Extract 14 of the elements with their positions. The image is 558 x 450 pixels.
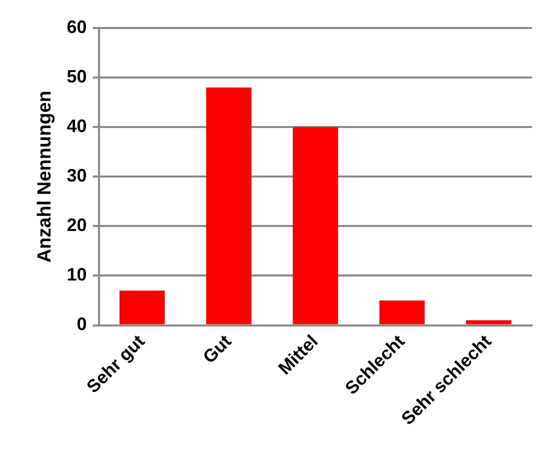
bar bbox=[206, 87, 252, 324]
bar bbox=[379, 300, 425, 324]
bar bbox=[120, 290, 165, 324]
y-axis-title: Anzahl Nennungen bbox=[34, 90, 56, 263]
y-tick-label: 50 bbox=[66, 66, 87, 87]
x-tick-label: Gut bbox=[199, 331, 236, 368]
bar bbox=[466, 320, 512, 324]
y-tick-label: 40 bbox=[66, 116, 87, 136]
y-tick-label: 60 bbox=[66, 16, 87, 37]
bar bbox=[292, 127, 338, 324]
y-tick-label: 10 bbox=[66, 264, 87, 285]
y-tick-label: 0 bbox=[76, 314, 87, 334]
y-tick-label: 30 bbox=[66, 166, 87, 186]
y-tick-label: 20 bbox=[66, 215, 87, 236]
